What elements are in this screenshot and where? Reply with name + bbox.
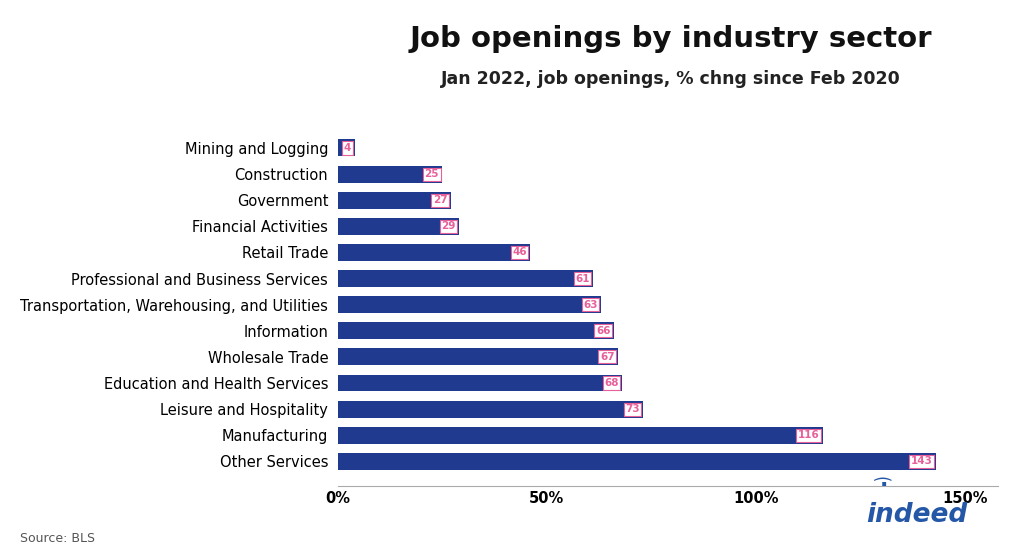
Text: 46: 46: [512, 248, 527, 258]
Text: 143: 143: [910, 456, 933, 466]
Bar: [338, 244, 530, 261]
Bar: [338, 296, 601, 313]
Text: Job openings by industry sector: Job openings by industry sector: [410, 25, 932, 53]
Text: 25: 25: [425, 169, 439, 179]
Text: 27: 27: [433, 195, 447, 205]
Bar: [338, 192, 451, 209]
Text: 67: 67: [600, 352, 614, 362]
Text: indeed: indeed: [866, 502, 967, 528]
Bar: [338, 140, 354, 157]
Bar: [338, 348, 618, 366]
Text: 29: 29: [441, 221, 456, 231]
Text: ·: ·: [880, 475, 888, 495]
Bar: [338, 218, 459, 235]
Bar: [338, 453, 936, 470]
Text: ⁀: ⁀: [874, 481, 891, 500]
Text: 66: 66: [596, 326, 610, 336]
Bar: [338, 165, 442, 183]
Text: 61: 61: [575, 273, 590, 283]
Text: Jan 2022, job openings, % chng since Feb 2020: Jan 2022, job openings, % chng since Feb…: [441, 70, 900, 88]
Text: 73: 73: [625, 404, 640, 414]
Text: 4: 4: [344, 143, 351, 153]
Text: 116: 116: [798, 430, 819, 440]
Bar: [338, 375, 623, 391]
Bar: [338, 401, 643, 418]
Text: 63: 63: [584, 300, 598, 310]
Bar: [338, 270, 593, 287]
Bar: [338, 323, 613, 339]
Text: Source: BLS: Source: BLS: [20, 532, 95, 545]
Bar: [338, 427, 823, 444]
Text: 68: 68: [604, 378, 618, 388]
